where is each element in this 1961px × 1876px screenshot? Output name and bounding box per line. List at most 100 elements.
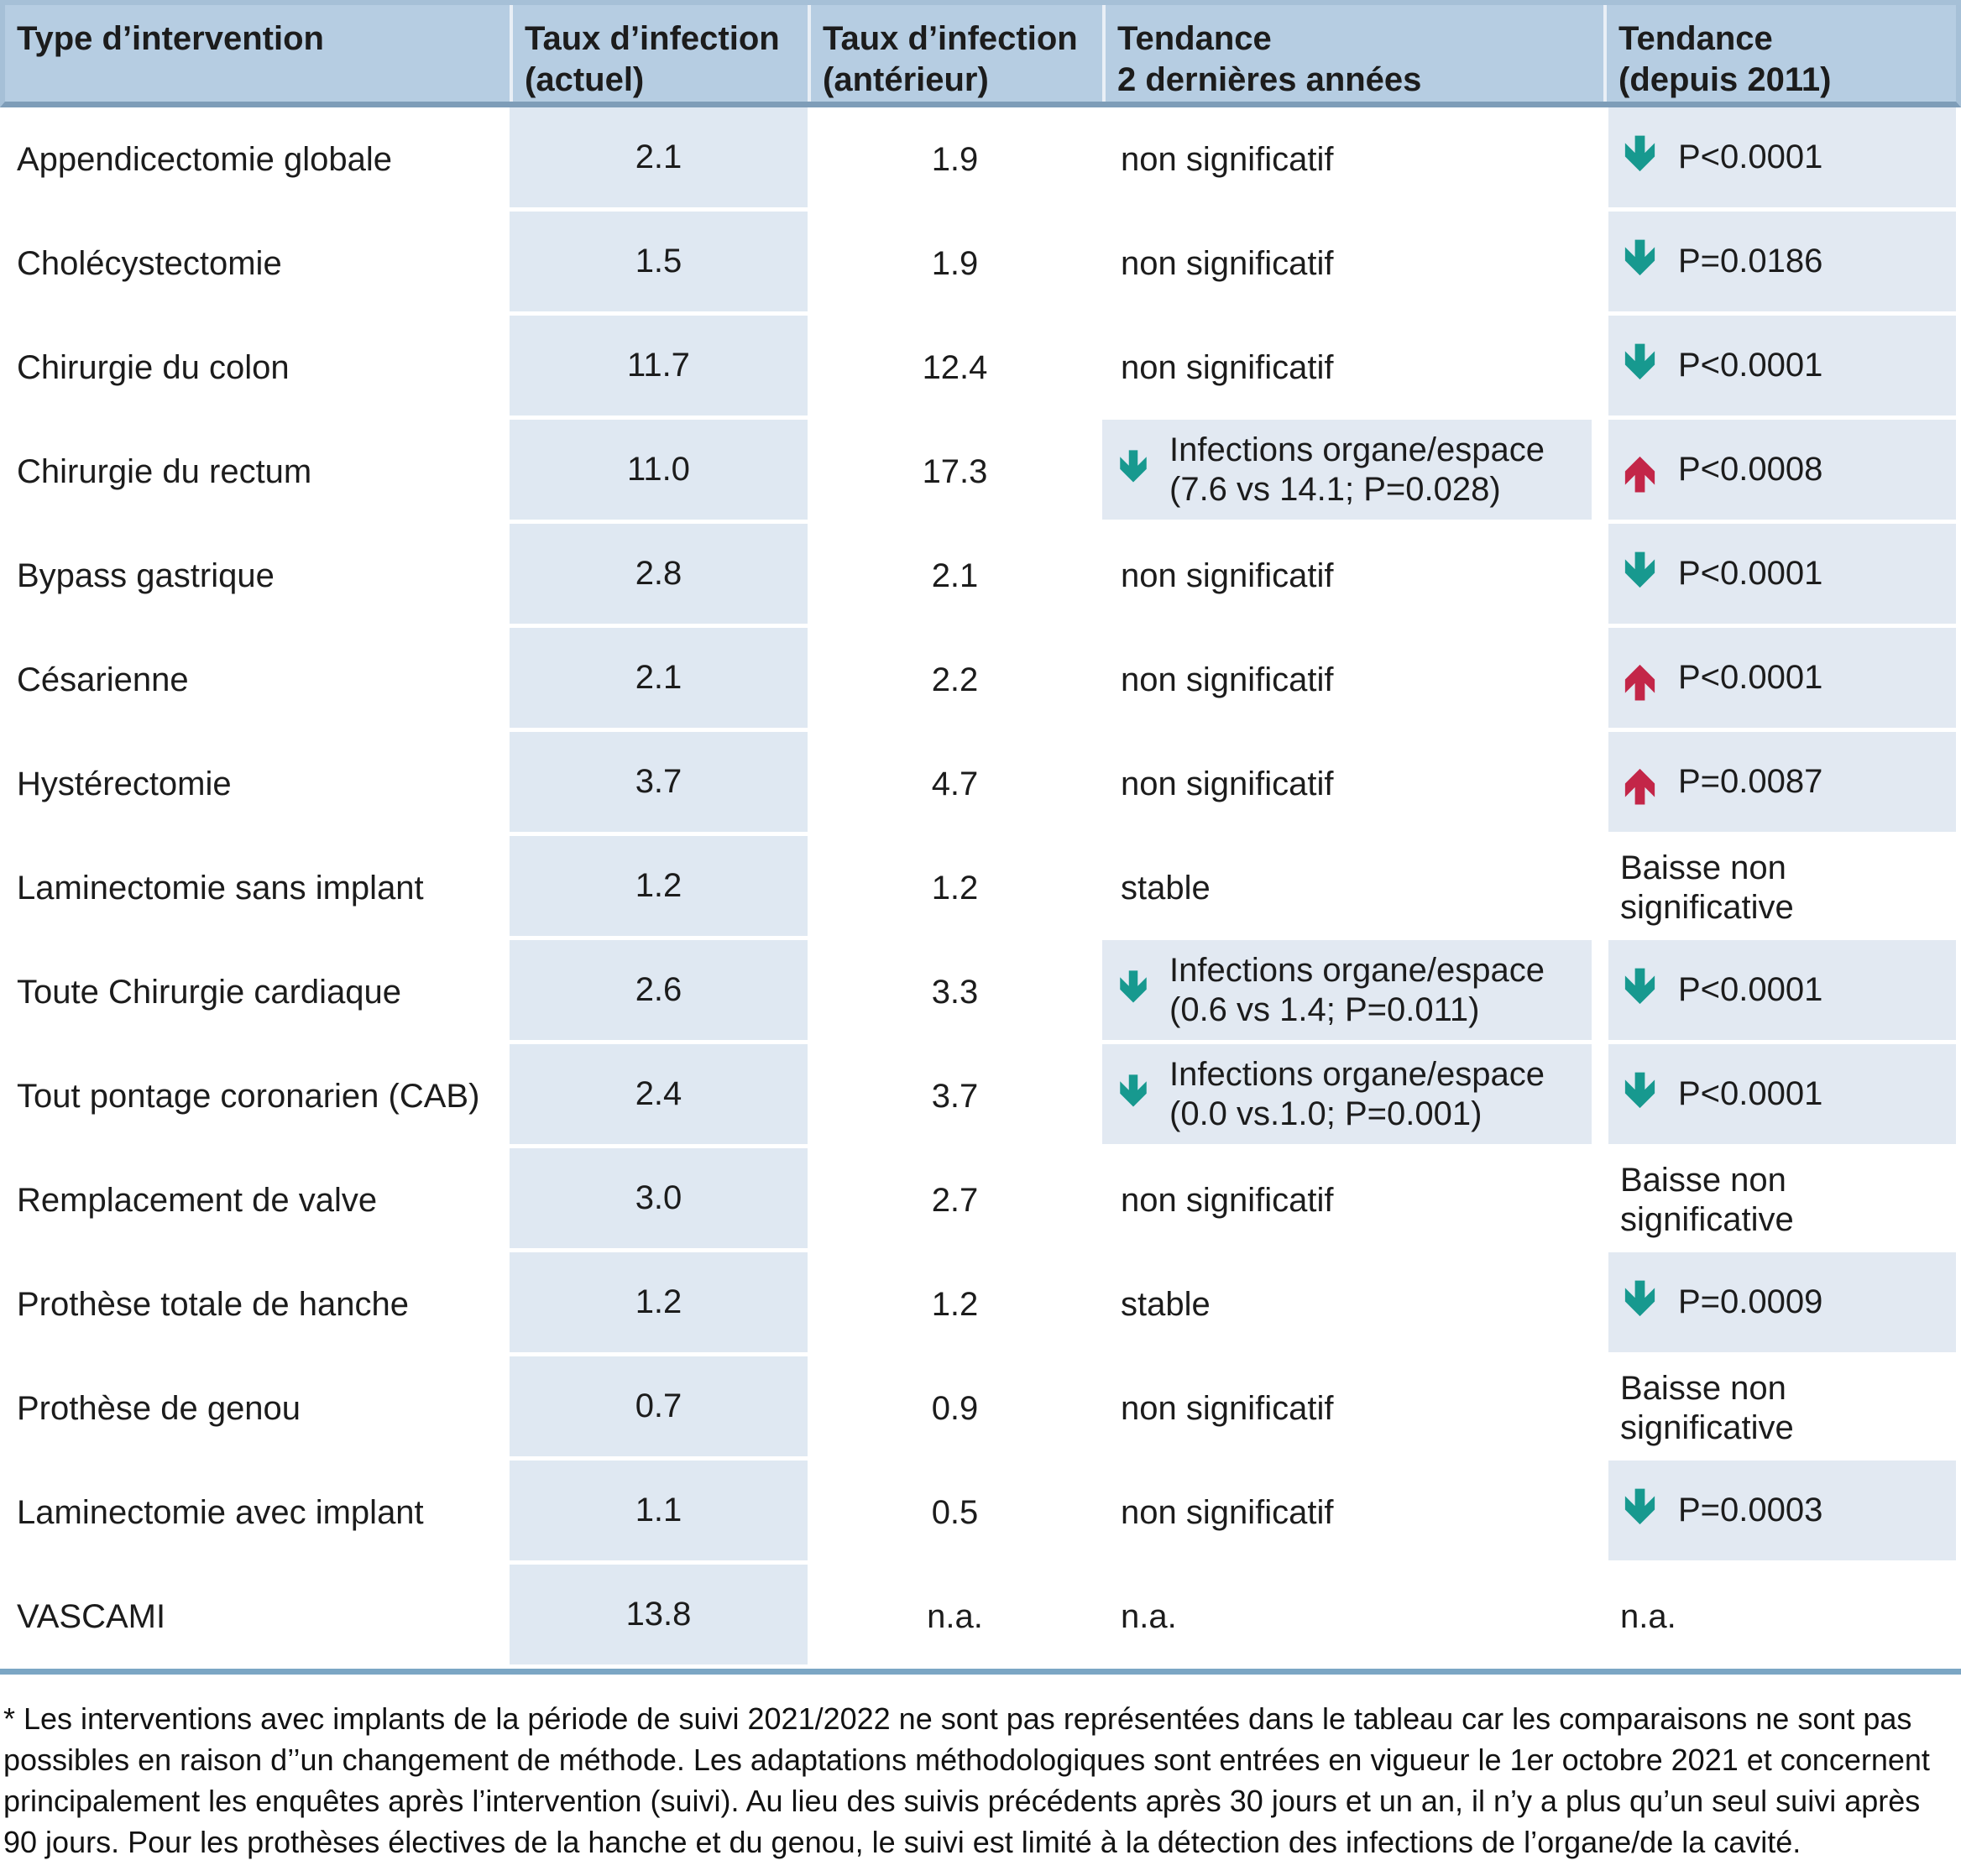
infection-rate-table: Type d’intervention Taux d’infection (act… [0,0,1961,1675]
intervention-label: Hystérectomie [17,765,232,802]
intervention-cell: Laminectomie avec implant [0,1461,510,1565]
tendance-2ans-cell: Infections organe/espace (0.0 vs.1.0; P=… [1102,1044,1603,1148]
trend-text: non significatif [1121,1493,1334,1531]
taux-actuel-cell: 1.5 [510,212,808,316]
intervention-cell: Toute Chirurgie cardiaque [0,940,510,1044]
taux-actuel-cell: 0.7 [510,1356,808,1461]
taux-actuel-cell: 11.7 [510,316,808,420]
tendance-2011-cell: P<0.0001 [1603,107,1961,212]
intervention-cell: Laminectomie sans implant [0,836,510,940]
table-row: Chirurgie du rectum 11.0 17.3 Infections or… [0,420,1961,524]
intervention-label: Chirurgie du colon [17,348,290,386]
table-row: VASCAMI 13.8 n.a. n.a. n.a. [0,1565,1961,1669]
table-row: Bypass gastrique 2.8 2.1 non significatif P<… [0,524,1961,628]
taux-actuel-cell: 2.1 [510,107,808,212]
trend-up-icon [1624,664,1655,700]
taux-anterieur-value: 0.9 [931,1389,979,1427]
tendance-2011-cell: n.a. [1603,1565,1961,1669]
col-header-5: Tendance (depuis 2011) [1603,5,1956,102]
intervention-label: Cholécystectomie [17,244,282,282]
trend-text: non significatif [1121,140,1334,178]
table-row: Prothèse de genou 0.7 0.9 non significatif B… [0,1356,1961,1461]
col-header-2: Taux d’infection (actuel) [510,5,808,102]
trend-text: P=0.0003 [1678,1492,1823,1528]
tendance-2011-cell: P<0.0001 [1603,316,1961,420]
trend-text: non significatif [1121,557,1334,594]
tendance-2011-cell: P<0.0001 [1603,628,1961,732]
tendance-2ans-cell: non significatif [1102,628,1603,732]
trend-text: stable [1121,869,1211,907]
tendance-2ans-cell: non significatif [1102,524,1603,628]
intervention-label: Remplacement de valve [17,1181,378,1219]
table-row: Tout pontage coronarien (CAB) 2.4 3.7 Infec… [0,1044,1961,1148]
taux-anterieur-value: 1.2 [931,869,979,907]
taux-actuel-cell: 2.1 [510,628,808,732]
intervention-cell: Appendicectomie globale [0,107,510,212]
table-bottom-rule [0,1669,1961,1675]
taux-actuel-cell: 11.0 [510,420,808,524]
taux-actuel-value: 2.4 [635,1075,682,1112]
taux-anterieur-cell: 1.2 [808,1252,1102,1356]
trend-up-icon [1624,456,1655,492]
table-row: Hystérectomie 3.7 4.7 non significatif P=0.0… [0,732,1961,836]
taux-actuel-value: 13.8 [625,1596,692,1633]
intervention-label: Chirurgie du rectum [17,452,312,490]
taux-anterieur-value: 2.2 [931,661,979,698]
taux-actuel-cell: 2.4 [510,1044,808,1148]
taux-anterieur-cell: 2.1 [808,524,1102,628]
trend-down-icon [1624,551,1655,588]
tendance-2011-cell: P=0.0009 [1603,1252,1961,1356]
trend-text: non significatif [1121,765,1334,802]
trend-text: P<0.0001 [1678,659,1823,696]
trend-down-icon [1120,449,1147,482]
trend-text: n.a. [1620,1597,1676,1635]
taux-actuel-cell: 13.8 [510,1565,808,1669]
trend-text: stable [1121,1285,1211,1323]
intervention-cell: VASCAMI [0,1565,510,1669]
intervention-label: Prothèse totale de hanche [17,1285,410,1323]
trend-text: Infections organe/espace (0.0 vs.1.0; P=… [1169,1055,1545,1132]
trend-text: non significatif [1121,1389,1334,1427]
taux-anterieur-cell: 2.2 [808,628,1102,732]
taux-actuel-value: 11.0 [627,451,690,488]
taux-anterieur-value: 12.4 [922,348,988,386]
taux-anterieur-cell: 3.7 [808,1044,1102,1148]
intervention-cell: Bypass gastrique [0,524,510,628]
table-row: Chirurgie du colon 11.7 12.4 non significat… [0,316,1961,420]
tendance-2011-cell: P<0.0001 [1603,1044,1961,1148]
taux-actuel-value: 2.1 [635,138,682,175]
tendance-2ans-cell: non significatif [1102,212,1603,316]
trend-down-icon [1624,1488,1655,1524]
taux-actuel-cell: 1.1 [510,1461,808,1565]
tendance-2011-cell: Baisse non significative [1603,1148,1961,1252]
taux-anterieur-value: 0.5 [931,1493,979,1531]
tendance-2ans-cell: non significatif [1102,107,1603,212]
tendance-2011-cell: P=0.0186 [1603,212,1961,316]
taux-anterieur-value: n.a. [927,1597,983,1635]
table-row: Cholécystectomie 1.5 1.9 non significatif P=… [0,212,1961,316]
tendance-2011-cell: Baisse non significative [1603,1356,1961,1461]
taux-actuel-value: 11.7 [627,347,690,384]
trend-text: Baisse non significative [1620,1370,1794,1446]
col-header-3: Taux d’infection (antérieur) [808,5,1102,102]
intervention-label: Appendicectomie globale [17,140,392,178]
table-row: Remplacement de valve 3.0 2.7 non significa… [0,1148,1961,1252]
table-header-row: Type d’intervention Taux d’infection (act… [0,0,1961,107]
taux-actuel-value: 2.8 [635,555,682,592]
taux-anterieur-value: 1.9 [931,140,979,178]
trend-text: P<0.0001 [1678,971,1823,1008]
taux-actuel-value: 1.1 [635,1492,682,1528]
taux-actuel-cell: 1.2 [510,1252,808,1356]
trend-text: non significatif [1121,1181,1334,1219]
taux-anterieur-cell: 4.7 [808,732,1102,836]
intervention-cell: Chirurgie du colon [0,316,510,420]
intervention-cell: Prothèse totale de hanche [0,1252,510,1356]
intervention-cell: Césarienne [0,628,510,732]
trend-text: P<0.0001 [1678,555,1823,592]
intervention-cell: Hystérectomie [0,732,510,836]
taux-anterieur-cell: 0.5 [808,1461,1102,1565]
trend-text: P=0.0009 [1678,1283,1823,1320]
taux-anterieur-value: 1.2 [931,1285,979,1323]
trend-text: non significatif [1121,348,1334,386]
tendance-2ans-cell: Infections organe/espace (0.6 vs 1.4; P=… [1102,940,1603,1044]
